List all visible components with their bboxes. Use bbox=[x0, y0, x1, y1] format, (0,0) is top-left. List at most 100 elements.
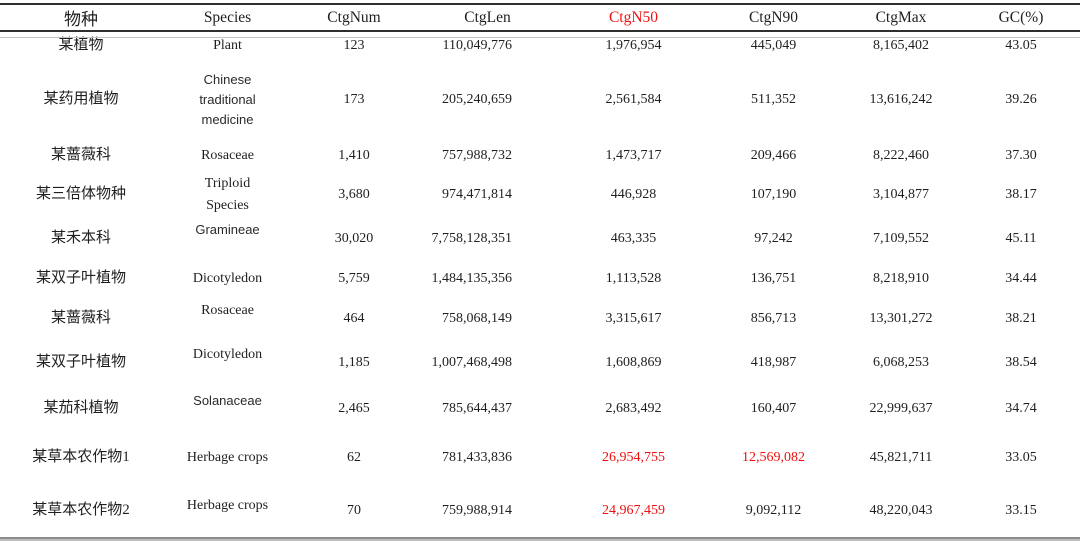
cell-species: Rosaceae bbox=[162, 140, 293, 172]
cell-value-ctgN90: 136,751 bbox=[750, 270, 797, 286]
cell-ctgLen: 110,049,776 bbox=[415, 31, 560, 60]
cell-value-ctgLen: 781,433,836 bbox=[442, 450, 512, 466]
cell-gc: 43.05 bbox=[962, 31, 1080, 60]
cell-value-ctgMax: 7,109,552 bbox=[873, 230, 929, 246]
cell-value-ctgN90: 445,049 bbox=[750, 38, 797, 54]
column-header-gc: GC(%) bbox=[962, 4, 1080, 32]
cell-value-ctgN90: 107,190 bbox=[750, 186, 797, 202]
column-header-species: Species bbox=[162, 4, 293, 32]
cell-value-ctgNum: 1,410 bbox=[338, 148, 370, 164]
cell-ctgMax: 7,109,552 bbox=[840, 217, 962, 260]
column-header-name: 物种 bbox=[0, 4, 162, 32]
cell-species: Dicotyledon bbox=[162, 340, 293, 386]
cell-value-ctgMax: 8,218,910 bbox=[873, 270, 929, 286]
cell-value-ctgLen: 758,068,149 bbox=[442, 310, 512, 326]
cell-ctgN90: 511,352 bbox=[707, 60, 840, 140]
cell-ctgNum: 123 bbox=[293, 31, 415, 60]
cell-value-species: Chinese traditional medicine bbox=[199, 71, 256, 128]
cell-value-ctgN90: 160,407 bbox=[750, 401, 797, 417]
cell-ctgN50: 26,954,755 bbox=[560, 432, 707, 484]
cell-ctgN90: 107,190 bbox=[707, 172, 840, 217]
cell-name: 某草本农作物2 bbox=[0, 484, 162, 537]
cell-species: Herbage crops bbox=[162, 432, 293, 484]
cell-species: Rosaceae bbox=[162, 297, 293, 340]
cell-value-ctgNum: 1,185 bbox=[338, 355, 370, 371]
column-header-ctgN90: CtgN90 bbox=[707, 4, 840, 32]
cell-value-species: Dicotyledon bbox=[192, 270, 263, 286]
cell-value-ctgN90: 9,092,112 bbox=[745, 502, 802, 518]
table-row: 某蔷薇科 Rosaceae 464 758,068,149 3,315,617 856,7… bbox=[0, 297, 1080, 340]
cell-ctgN50: 2,683,492 bbox=[560, 386, 707, 432]
cell-value-ctgNum: 3,680 bbox=[338, 186, 370, 202]
cell-ctgNum: 1,410 bbox=[293, 140, 415, 172]
cell-value-gc: 38.21 bbox=[1005, 310, 1037, 326]
cell-gc: 34.44 bbox=[962, 260, 1080, 297]
cell-ctgN90: 856,713 bbox=[707, 297, 840, 340]
cell-value-name: 某蔷薇科 bbox=[50, 309, 111, 326]
cell-gc: 34.74 bbox=[962, 386, 1080, 432]
column-header-ctgMax: CtgMax bbox=[840, 4, 962, 32]
cell-value-gc: 45.11 bbox=[1005, 230, 1037, 246]
cell-name: 某三倍体物种 bbox=[0, 172, 162, 217]
cell-value-ctgLen: 757,988,732 bbox=[442, 148, 512, 164]
cell-value-species: Dicotyledon bbox=[192, 347, 263, 363]
cell-value-gc: 34.44 bbox=[1005, 270, 1037, 286]
column-header-ctgNum: CtgNum bbox=[293, 4, 415, 32]
header-row: 物种 Species CtgNum CtgLen CtgN50 CtgN90 CtgMax G… bbox=[0, 4, 1080, 32]
cell-value-ctgNum: 173 bbox=[343, 92, 365, 108]
cell-value-ctgN50: 2,683,492 bbox=[605, 401, 662, 417]
cell-value-species: Rosaceae bbox=[201, 302, 254, 318]
cell-value-ctgMax: 22,999,637 bbox=[869, 401, 933, 417]
column-header-ctgN50: CtgN50 bbox=[560, 4, 707, 32]
table-bottom-rule bbox=[0, 537, 1080, 541]
table-row: 某草本农作物2 Herbage crops 70 759,988,914 24,967,… bbox=[0, 484, 1080, 537]
cell-ctgN90: 160,407 bbox=[707, 386, 840, 432]
cell-value-ctgN50: 1,608,869 bbox=[605, 355, 662, 371]
cell-ctgNum: 62 bbox=[293, 432, 415, 484]
table-body: 某植物 Plant 123 110,049,776 1,976,954 445,049 8,… bbox=[0, 31, 1080, 537]
cell-value-gc: 33.15 bbox=[1005, 502, 1037, 518]
cell-value-ctgN90: 418,987 bbox=[750, 355, 797, 371]
cell-species: Herbage crops bbox=[162, 484, 293, 537]
cell-ctgMax: 6,068,253 bbox=[840, 340, 962, 386]
cell-ctgN50: 1,976,954 bbox=[560, 31, 707, 60]
cell-value-ctgNum: 2,465 bbox=[338, 401, 370, 417]
cell-value-ctgLen: 1,007,468,498 bbox=[431, 355, 513, 371]
cell-value-ctgN90: 12,569,082 bbox=[742, 450, 805, 466]
cell-name: 某蔷薇科 bbox=[0, 297, 162, 340]
cell-value-ctgLen: 974,471,814 bbox=[442, 186, 512, 202]
cell-ctgN90: 445,049 bbox=[707, 31, 840, 60]
table-row: 某茄科植物 Solanaceae 2,465 785,644,437 2,683,492… bbox=[0, 386, 1080, 432]
cell-ctgN50: 446,928 bbox=[560, 172, 707, 217]
cell-ctgLen: 759,988,914 bbox=[415, 484, 560, 537]
cell-value-gc: 34.74 bbox=[1005, 401, 1037, 417]
cell-species: Gramineae bbox=[162, 217, 293, 260]
cell-value-ctgMax: 3,104,877 bbox=[873, 186, 929, 202]
cell-value-species: Rosaceae bbox=[201, 148, 254, 164]
table-row: 某草本农作物1 Herbage crops 62 781,433,836 26,954,… bbox=[0, 432, 1080, 484]
cell-value-species: Solanaceae bbox=[193, 392, 262, 408]
cell-ctgN50: 1,113,528 bbox=[560, 260, 707, 297]
cell-value-ctgN90: 856,713 bbox=[750, 310, 797, 326]
cell-ctgNum: 173 bbox=[293, 60, 415, 140]
cell-name: 某禾本科 bbox=[0, 217, 162, 260]
cell-ctgN90: 97,242 bbox=[707, 217, 840, 260]
cell-gc: 38.21 bbox=[962, 297, 1080, 340]
cell-ctgMax: 3,104,877 bbox=[840, 172, 962, 217]
cell-ctgN90: 136,751 bbox=[707, 260, 840, 297]
cell-ctgN90: 209,466 bbox=[707, 140, 840, 172]
cell-species: Solanaceae bbox=[162, 386, 293, 432]
cell-ctgLen: 974,471,814 bbox=[415, 172, 560, 217]
cell-ctgLen: 758,068,149 bbox=[415, 297, 560, 340]
cell-ctgN50: 24,967,459 bbox=[560, 484, 707, 537]
cell-species: Dicotyledon bbox=[162, 260, 293, 297]
cell-ctgNum: 3,680 bbox=[293, 172, 415, 217]
cell-gc: 38.54 bbox=[962, 340, 1080, 386]
cell-ctgMax: 22,999,637 bbox=[840, 386, 962, 432]
cell-value-gc: 37.30 bbox=[1005, 148, 1037, 164]
cell-value-name: 某三倍体物种 bbox=[35, 185, 126, 202]
cell-ctgLen: 1,484,135,356 bbox=[415, 260, 560, 297]
cell-species: Triploid Species bbox=[162, 172, 293, 217]
cell-value-ctgMax: 13,301,272 bbox=[869, 310, 933, 326]
